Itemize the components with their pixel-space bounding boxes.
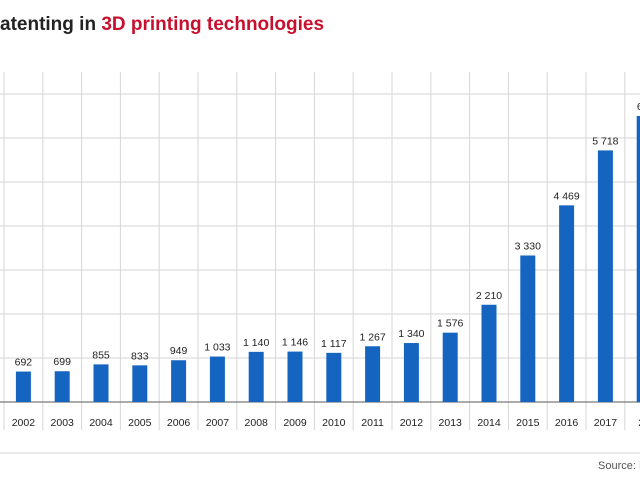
- bar-value-label: 699: [53, 356, 71, 368]
- x-tick-label: 2014: [477, 417, 501, 429]
- bar: [636, 116, 640, 402]
- x-tick-label: 20: [638, 417, 640, 429]
- x-tick-label: 2015: [516, 417, 540, 429]
- chart-title-part-1: atenting in: [0, 14, 102, 35]
- bar-value-label: 2 210: [476, 290, 502, 302]
- bar: [597, 150, 613, 402]
- x-tick-label: 2013: [439, 417, 463, 429]
- x-tick-label: 2002: [12, 417, 36, 429]
- bar-value-label: 1 117: [321, 338, 347, 350]
- bar: [287, 351, 303, 402]
- x-tick-label: 2011: [361, 417, 384, 429]
- bar: [15, 371, 31, 402]
- bar: [559, 205, 575, 402]
- bar: [326, 352, 342, 402]
- bar: [209, 356, 225, 402]
- chart-title: atenting in 3D printing technologies: [0, 14, 324, 36]
- bar-value-label: 1 576: [437, 318, 463, 330]
- bar-value-label: 949: [170, 345, 188, 357]
- bar: [442, 332, 458, 402]
- bar: [248, 351, 264, 402]
- bar: [93, 364, 109, 402]
- chart-title-part-2: 3D printing technologies: [101, 14, 325, 35]
- source-note: Source: Eu: [598, 460, 640, 472]
- bar-value-label: 692: [15, 357, 33, 369]
- x-tick-label: 2008: [245, 417, 269, 429]
- bar-value-label: 1 146: [282, 337, 308, 349]
- x-tick-label: 2003: [51, 417, 75, 429]
- bar-value-label: 855: [92, 349, 110, 361]
- bar-value-label: 1 033: [204, 342, 230, 354]
- bar-value-label: 6 5: [637, 101, 640, 113]
- bar-value-label: 1 267: [359, 331, 385, 343]
- bar: [481, 304, 497, 402]
- x-tick-label: 2009: [283, 417, 307, 429]
- bar-value-label: 4 469: [553, 190, 579, 202]
- bar-value-label: 1 340: [398, 328, 424, 340]
- bar: [403, 343, 419, 402]
- bar: [520, 255, 536, 402]
- bar-value-label: 833: [131, 350, 149, 362]
- bar: [132, 365, 148, 402]
- bar-value-label: 3 330: [515, 240, 541, 252]
- x-tick-label: 2006: [167, 417, 191, 429]
- x-tick-label: 2004: [89, 417, 113, 429]
- x-tick-label: 2012: [400, 417, 424, 429]
- x-tick-label: 2005: [128, 417, 152, 429]
- bar: [365, 346, 381, 402]
- bar: [54, 371, 70, 402]
- x-tick-label: 2016: [555, 417, 579, 429]
- x-tick-label: 2017: [594, 417, 618, 429]
- bar: [171, 360, 187, 402]
- bar-value-label: 5 718: [592, 135, 618, 147]
- x-tick-label: 2007: [206, 417, 230, 429]
- bar-value-label: 1 140: [243, 337, 269, 349]
- x-tick-label: 2010: [322, 417, 346, 429]
